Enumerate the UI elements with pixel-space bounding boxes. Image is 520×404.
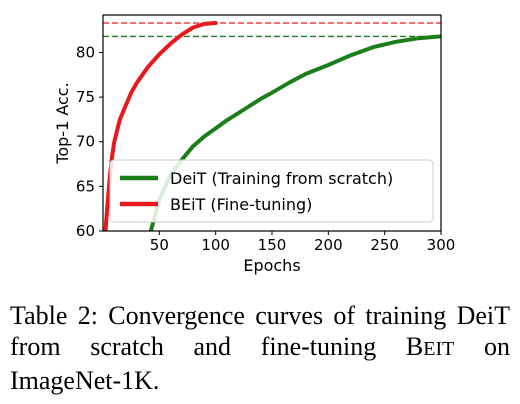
x-tick-label: 50 [150, 236, 169, 254]
x-tick-label: 200 [314, 236, 343, 254]
y-tick-label: 70 [76, 133, 95, 151]
y-tick-label: 65 [76, 177, 95, 195]
legend: DeiT (Training from scratch) BEiT (Fine-… [109, 159, 434, 223]
caption-prefix: Table 2: Convergence curves of training … [10, 301, 510, 361]
series-line-deit [148, 34, 441, 231]
y-axis-title: Top-1 Acc. [53, 82, 72, 164]
y-tick-label: 80 [76, 43, 95, 61]
x-tick-label: 250 [370, 236, 399, 254]
legend-label-beit: BEiT (Fine-tuning) [170, 195, 312, 214]
caption-model-small-caps: EIT [423, 338, 455, 360]
figure-caption: Table 2: Convergence curves of training … [10, 300, 510, 396]
legend-box [109, 159, 434, 223]
caption-suffix: on ImageNet-1K. [10, 332, 510, 395]
legend-label-deit: DeiT (Training from scratch) [170, 169, 393, 188]
y-tick-label: 75 [76, 88, 95, 106]
x-tick-label: 100 [201, 236, 230, 254]
x-tick-label: 300 [427, 236, 456, 254]
x-axis-title: Epochs [243, 256, 300, 275]
convergence-chart: 50 100 150 200 250 300 60 65 70 75 80 Epochs Top-… [53, 14, 456, 275]
x-tick-label: 150 [258, 236, 287, 254]
y-tick-label: 60 [76, 222, 95, 240]
